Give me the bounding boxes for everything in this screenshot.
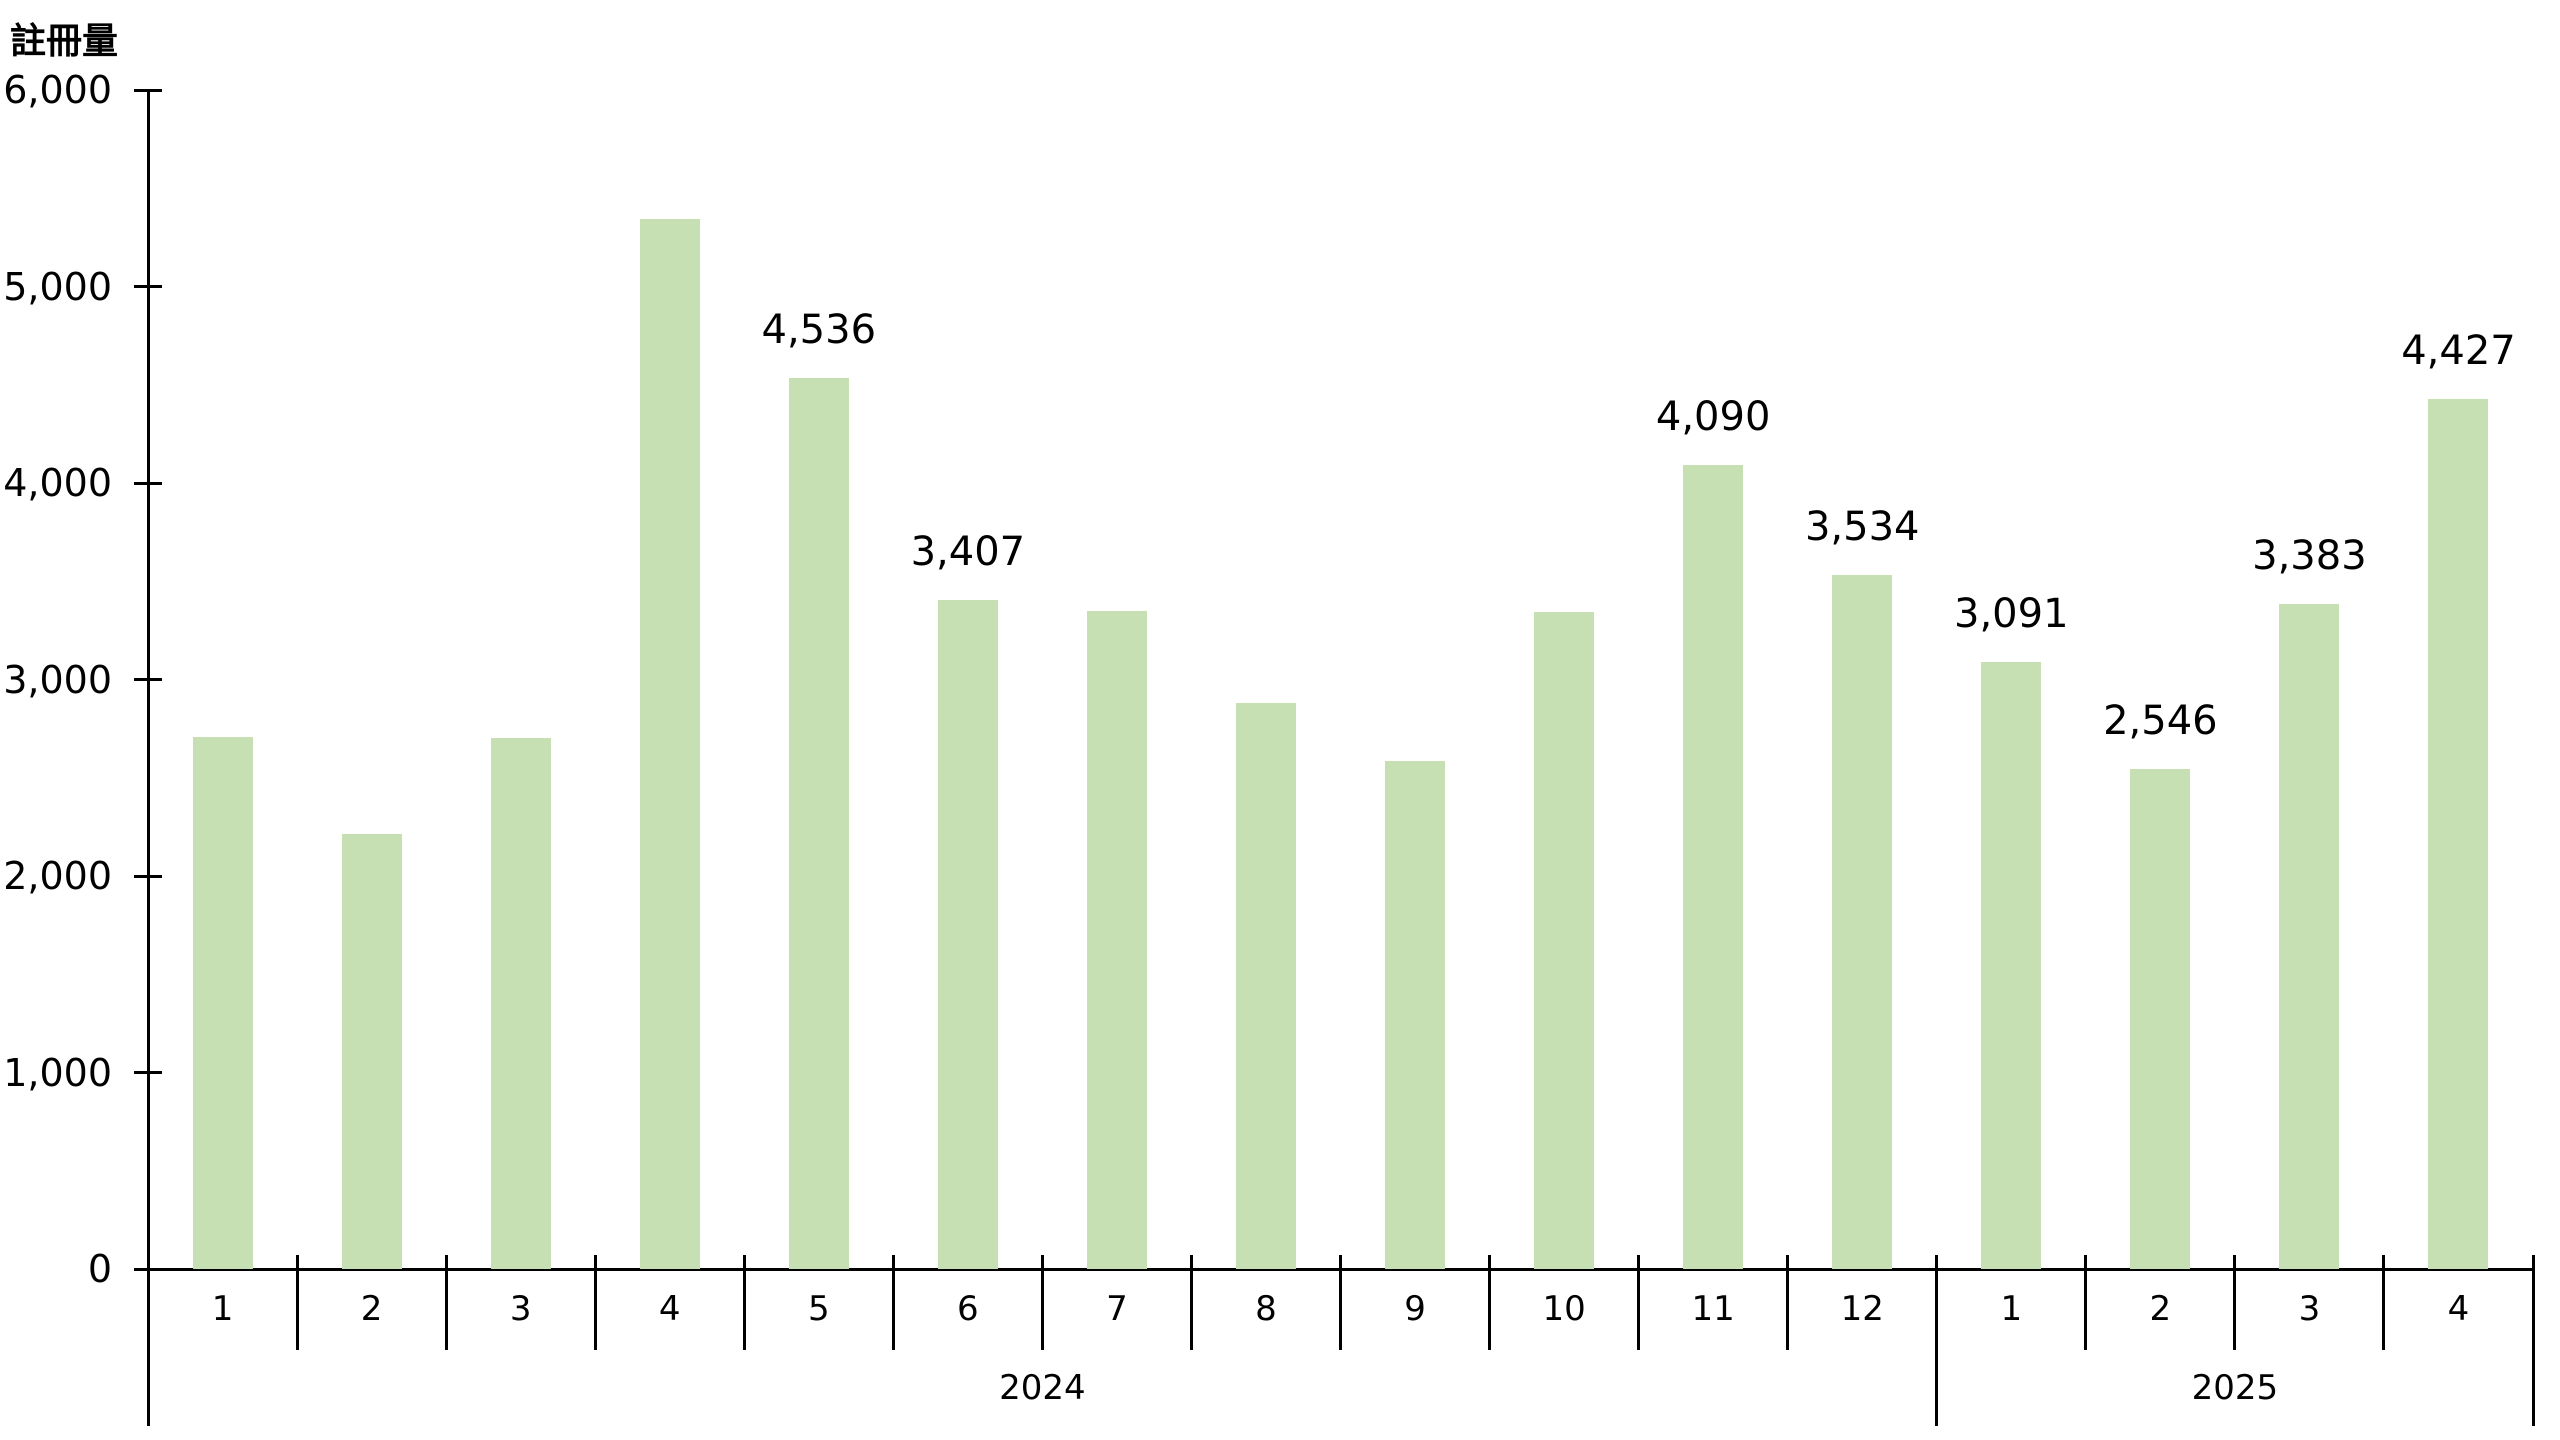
category-divider — [2233, 1255, 2237, 1350]
bar-2024-4 — [639, 219, 700, 1269]
bar-value-label: 4,090 — [1655, 394, 1771, 441]
month-label: 1 — [211, 1289, 234, 1329]
month-label: 6 — [957, 1289, 979, 1329]
chart-right-border — [2531, 1255, 2535, 1426]
category-divider — [742, 1255, 746, 1350]
month-label: 4 — [658, 1289, 681, 1329]
y-tick-label: 6,000 — [3, 68, 112, 112]
bar-2024-9 — [1385, 760, 1446, 1269]
month-label: 2 — [360, 1289, 383, 1329]
bar-2024-3 — [490, 738, 551, 1269]
bar-2024-7 — [1086, 610, 1147, 1269]
month-label: 1 — [2000, 1289, 2023, 1329]
category-divider — [2084, 1255, 2088, 1350]
x-axis-line — [134, 1267, 2535, 1271]
bar-2024-6 — [937, 599, 998, 1269]
bar-2024-8 — [1235, 702, 1296, 1269]
month-label: 10 — [1542, 1289, 1586, 1329]
y-tick-label: 0 — [87, 1247, 112, 1291]
month-label: 3 — [2298, 1289, 2321, 1329]
y-axis-line — [146, 88, 150, 1426]
month-label: 7 — [1106, 1289, 1128, 1329]
bar-value-label: 3,534 — [1804, 503, 1920, 550]
month-label: 5 — [807, 1289, 830, 1329]
bar-value-label: 2,546 — [2103, 697, 2218, 744]
category-divider — [2382, 1255, 2386, 1350]
month-label: 11 — [1691, 1289, 1735, 1329]
bar-value-label: 3,091 — [1954, 590, 2069, 637]
y-tick-label: 2,000 — [3, 854, 112, 898]
bar-value-label: 3,407 — [910, 528, 1026, 575]
category-divider — [295, 1255, 299, 1350]
y-tick-label: 4,000 — [3, 461, 112, 505]
category-divider — [1339, 1255, 1342, 1350]
category-divider — [891, 1255, 895, 1350]
month-label: 12 — [1840, 1289, 1884, 1329]
y-axis-title: 註冊量 — [10, 21, 119, 62]
category-divider — [444, 1255, 448, 1350]
category-divider — [1637, 1255, 1641, 1350]
bar-2024-2 — [341, 834, 402, 1269]
bar-2024-10 — [1534, 612, 1595, 1269]
bar-2025-4 — [2428, 399, 2489, 1269]
bar-value-label: 4,427 — [2401, 328, 2516, 375]
month-label: 4 — [2447, 1289, 2470, 1329]
category-divider — [1189, 1255, 1193, 1350]
bar-2024-12 — [1832, 574, 1893, 1269]
year-label-2025: 2025 — [2191, 1368, 2279, 1408]
category-divider — [1040, 1255, 1044, 1350]
y-tick-label: 3,000 — [3, 657, 112, 702]
category-divider — [1786, 1255, 1790, 1350]
year-label-2024: 2024 — [999, 1368, 1086, 1408]
category-divider — [1488, 1255, 1492, 1350]
bar-2024-11 — [1683, 465, 1744, 1269]
bar-2025-3 — [2279, 604, 2340, 1269]
y-tick-label: 1,000 — [3, 1050, 112, 1095]
bar-2024-1 — [192, 737, 253, 1269]
month-label: 3 — [509, 1289, 532, 1329]
month-label: 8 — [1255, 1289, 1277, 1329]
category-divider — [593, 1255, 597, 1350]
month-label: 9 — [1404, 1289, 1426, 1329]
bar-2025-2 — [2130, 768, 2191, 1269]
month-label: 2 — [2149, 1289, 2172, 1329]
bar-value-label: 4,536 — [761, 306, 877, 353]
bar-2024-5 — [788, 377, 849, 1269]
bar-2025-1 — [1981, 661, 2042, 1269]
y-tick-label: 5,000 — [3, 264, 112, 309]
year-divider — [1935, 1255, 1939, 1426]
bar-value-label: 3,383 — [2252, 533, 2367, 580]
